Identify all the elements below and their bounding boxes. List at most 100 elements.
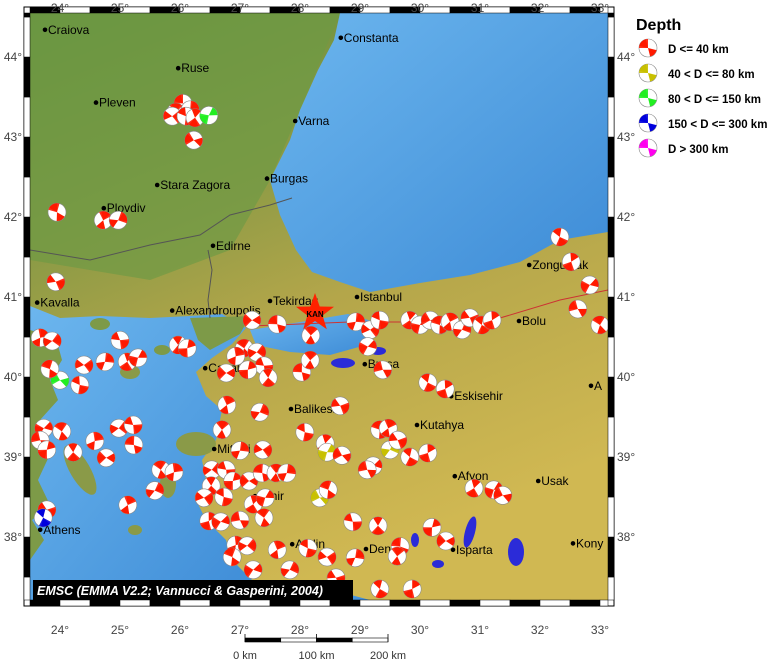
earthquake-focal-mechanism[interactable] (345, 548, 366, 569)
earthquake-focal-mechanism[interactable] (329, 394, 352, 417)
earthquake-focal-mechanism[interactable] (267, 314, 287, 334)
earthquake-focal-mechanism[interactable] (422, 518, 442, 537)
earthquake-focal-mechanism[interactable] (277, 463, 297, 483)
earthquake-focal-mechanism[interactable] (491, 483, 515, 507)
earthquake-focal-mechanism[interactable] (278, 558, 302, 582)
earthquake-focal-mechanism[interactable] (225, 346, 246, 367)
earthquake-focal-mechanism[interactable] (181, 128, 206, 153)
earthquake-focal-mechanism[interactable] (69, 375, 90, 396)
city-label: Pleven (99, 96, 136, 110)
earthquake-focal-mechanism[interactable] (221, 545, 244, 568)
earthquake-focal-mechanism[interactable] (462, 476, 487, 501)
earthquake-focal-mechanism[interactable] (229, 510, 250, 531)
earthquake-focal-mechanism[interactable] (40, 328, 65, 353)
earthquake-focal-mechanism[interactable] (548, 225, 572, 249)
legend-beachball-icon[interactable] (638, 63, 658, 83)
earthquake-focal-mechanism[interactable] (230, 441, 250, 461)
earthquake-focal-mechanism[interactable] (416, 371, 440, 395)
scale-label: 0 km (233, 650, 257, 660)
earthquake-focal-mechanism[interactable] (316, 441, 338, 463)
earthquake-focal-mechanism[interactable] (164, 462, 184, 482)
map-area[interactable]: Craiova Constanta Ruse Pleven Varna Stara Zag… (29, 13, 612, 601)
earthquake-focal-mechanism[interactable] (588, 313, 613, 338)
earthquake-focal-mechanism[interactable] (578, 273, 602, 297)
earthquake-focal-mechanism[interactable] (357, 459, 378, 480)
earthquake-focal-mechanism[interactable] (124, 435, 144, 455)
latitude-label: 42° (4, 210, 22, 224)
earthquake-focal-mechanism[interactable] (95, 352, 115, 372)
earthquake-focal-mechanism[interactable] (298, 348, 323, 373)
earthquake-focal-mechanism[interactable] (370, 310, 391, 331)
earthquake-focal-mechanism[interactable] (60, 439, 85, 464)
earthquake-focal-mechanism[interactable] (38, 358, 61, 381)
earthquake-focal-mechanism[interactable] (213, 360, 238, 385)
earthquake-focal-mechanism[interactable] (191, 485, 216, 510)
earthquake-focal-mechanism[interactable] (215, 393, 239, 417)
earthquake-focal-mechanism[interactable] (372, 359, 394, 381)
earthquake-focal-mechanism[interactable] (567, 298, 589, 320)
earthquake-focal-mechanism[interactable] (93, 445, 118, 470)
earthquake-focal-mechanism[interactable] (107, 209, 130, 232)
earthquake-focal-mechanism[interactable] (37, 440, 57, 460)
earthquake-focal-mechanism[interactable] (241, 557, 266, 582)
earthquake-focal-mechanism[interactable] (91, 208, 115, 232)
earthquake-focal-mechanism[interactable] (198, 105, 219, 126)
earthquake-focal-mechanism[interactable] (317, 478, 340, 501)
earthquake-focal-mechanism[interactable] (330, 443, 354, 467)
earthquake-focal-mechanism[interactable] (110, 330, 130, 350)
earthquake-focal-mechanism[interactable] (250, 437, 275, 462)
earthquake-focal-mechanism[interactable] (401, 578, 423, 600)
earthquake-focal-mechanism[interactable] (298, 323, 323, 348)
earthquake-focal-mechanism[interactable] (44, 270, 68, 294)
legend-beachball-icon[interactable] (638, 38, 658, 58)
earthquake-focal-mechanism[interactable] (365, 513, 390, 538)
earthquake-focal-mechanism[interactable] (85, 431, 106, 452)
earthquake-focal-mechanism[interactable] (343, 512, 363, 532)
earthquake-focal-mechanism[interactable] (127, 347, 149, 369)
earthquake-focal-mechanism[interactable] (223, 471, 243, 491)
earthquake-focal-mechanism[interactable] (143, 479, 167, 503)
earthquake-focal-mechanism[interactable] (71, 352, 96, 377)
earthquake-focal-mechanism[interactable] (123, 415, 143, 435)
earthquake-focal-mechanism[interactable] (213, 486, 234, 507)
earthquake-focal-mechanism[interactable] (209, 417, 234, 442)
longitude-label: 24° (51, 1, 69, 15)
earthquake-focal-mechanism[interactable] (256, 365, 281, 390)
earthquake-focal-mechanism[interactable] (398, 445, 422, 469)
earthquake-focal-mechanism[interactable] (236, 468, 261, 493)
earthquake-focal-mechanism[interactable] (235, 533, 260, 558)
earthquake-focal-mechanism[interactable] (31, 506, 55, 530)
earthquake-focal-mechanism[interactable] (239, 307, 264, 332)
earthquake-focal-mechanism[interactable] (208, 509, 233, 534)
earthquake-focal-mechanism[interactable] (346, 312, 366, 332)
earthquake-focal-mechanism[interactable] (182, 105, 207, 130)
earthquake-focal-mechanism[interactable] (433, 528, 458, 553)
earthquake-focal-mechanism[interactable] (481, 309, 504, 332)
earthquake-focal-mechanism[interactable] (560, 250, 583, 273)
earthquake-focal-mechanism[interactable] (294, 422, 315, 443)
earthquake-focal-mechanism[interactable] (297, 537, 319, 559)
earthquake-focal-mechanism[interactable] (385, 544, 410, 569)
earthquake-focal-mechanism[interactable] (238, 360, 258, 380)
earthquake-focal-mechanism[interactable] (417, 442, 439, 464)
earthquake-focal-mechanism[interactable] (356, 334, 380, 358)
earthquake-focal-mechanism[interactable] (251, 505, 276, 530)
legend-beachball-icon[interactable] (638, 88, 658, 108)
earthquake-focal-mechanism[interactable] (386, 429, 409, 452)
earthquake-focal-mechanism[interactable] (116, 493, 140, 517)
earthquake-focal-mechanism[interactable] (265, 538, 288, 561)
earthquake-focal-mechanism[interactable] (368, 577, 392, 601)
earthquake-focal-mechanism[interactable] (254, 487, 276, 509)
earthquake-focal-mechanism[interactable] (244, 340, 269, 365)
earthquake-focal-mechanism[interactable] (49, 419, 74, 444)
legend-beachball-icon[interactable] (638, 113, 658, 133)
earthquake-focal-mechanism[interactable] (46, 201, 68, 223)
city-marker (154, 182, 160, 188)
earthquake-focal-mechanism[interactable] (434, 378, 456, 400)
earthquake-focal-mechanism[interactable] (315, 545, 340, 570)
earthquake-focal-mechanism[interactable] (252, 463, 272, 483)
earthquake-focal-mechanism[interactable] (177, 338, 197, 358)
earthquake-focal-mechanism[interactable] (248, 400, 271, 423)
legend-beachball-icon[interactable] (638, 138, 658, 158)
star-icon[interactable] (296, 293, 334, 330)
